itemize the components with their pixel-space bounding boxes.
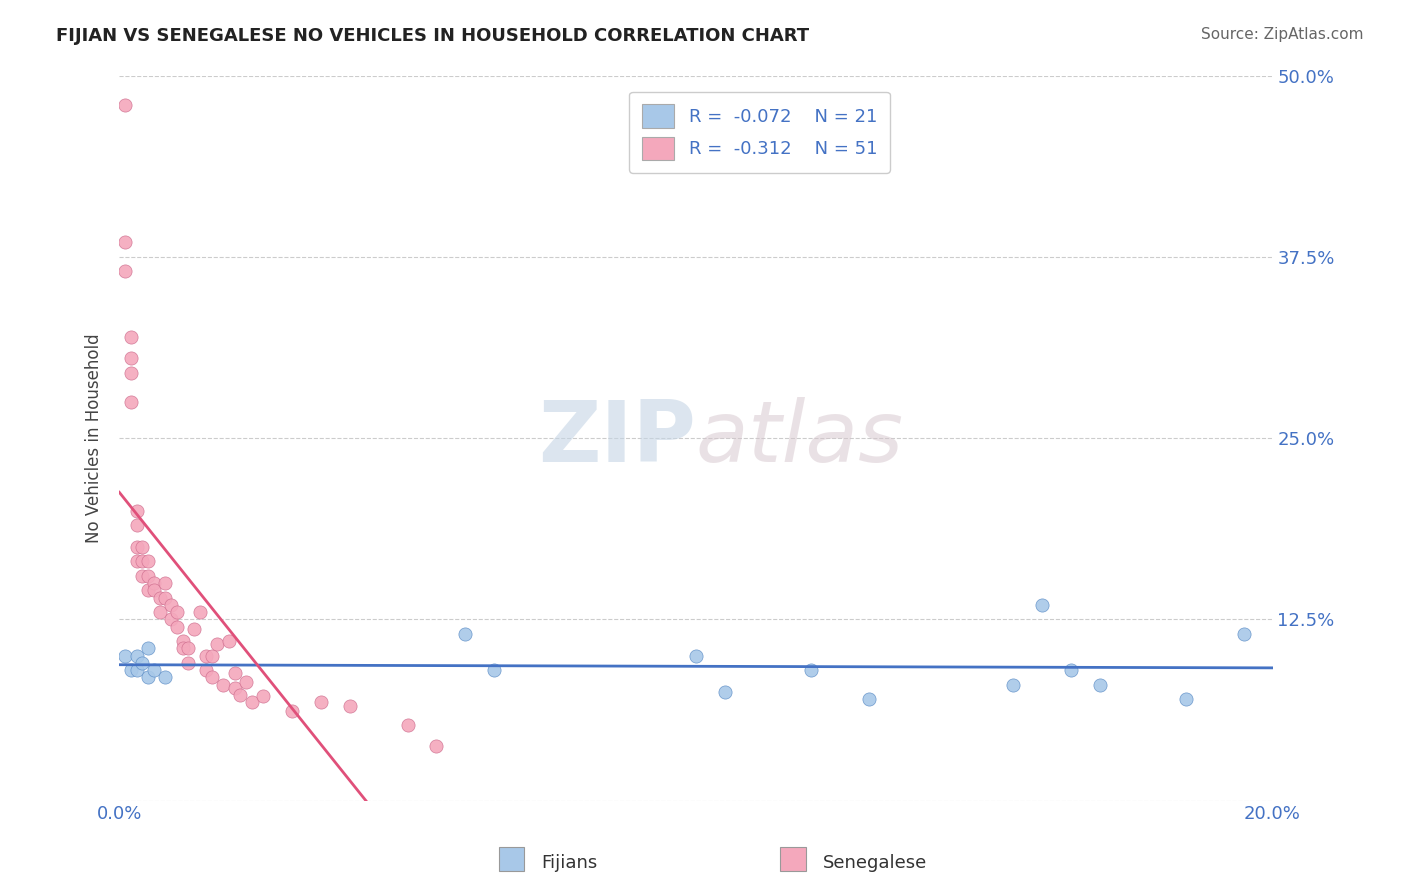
Point <box>858 692 880 706</box>
Point <box>177 641 200 656</box>
Point <box>155 591 177 605</box>
Point <box>252 689 274 703</box>
Point <box>114 264 136 278</box>
Point <box>120 351 142 366</box>
Point <box>120 366 142 380</box>
Point <box>454 627 477 641</box>
Point <box>1002 677 1025 691</box>
Y-axis label: No Vehicles in Household: No Vehicles in Household <box>86 334 103 543</box>
Point <box>120 329 142 343</box>
Point <box>120 394 142 409</box>
Point <box>281 704 304 718</box>
Point <box>166 605 188 619</box>
Point <box>240 695 263 709</box>
Point <box>200 648 222 663</box>
Point <box>212 677 235 691</box>
Text: FIJIAN VS SENEGALESE NO VEHICLES IN HOUSEHOLD CORRELATION CHART: FIJIAN VS SENEGALESE NO VEHICLES IN HOUS… <box>56 27 810 45</box>
Point <box>114 648 136 663</box>
Text: ZIP: ZIP <box>538 397 696 480</box>
Point <box>114 235 136 250</box>
Point <box>188 605 211 619</box>
Point <box>339 699 361 714</box>
Point <box>120 663 142 677</box>
Point <box>125 648 148 663</box>
Point <box>224 665 246 680</box>
Point <box>207 637 229 651</box>
Point <box>1088 677 1111 691</box>
Point <box>131 569 153 583</box>
Point <box>183 623 205 637</box>
Point <box>1031 598 1053 612</box>
Point <box>149 605 172 619</box>
Text: atlas: atlas <box>696 397 904 480</box>
Point <box>235 674 257 689</box>
Point <box>194 648 217 663</box>
Point <box>172 634 194 648</box>
Text: Fijians: Fijians <box>541 855 598 872</box>
Point <box>800 663 823 677</box>
Point <box>125 663 148 677</box>
Point <box>309 695 332 709</box>
Point <box>160 612 183 626</box>
Point <box>155 670 177 684</box>
Point <box>131 554 153 568</box>
Point <box>218 634 240 648</box>
Point <box>136 554 159 568</box>
Point <box>425 739 447 753</box>
Point <box>229 688 252 702</box>
Point <box>1175 692 1198 706</box>
Point <box>136 670 159 684</box>
Point <box>142 583 165 598</box>
Point <box>136 569 159 583</box>
Point <box>131 540 153 554</box>
Point <box>125 518 148 533</box>
Point <box>1060 663 1083 677</box>
Point <box>125 503 148 517</box>
Point <box>142 576 165 591</box>
Point <box>136 583 159 598</box>
Point <box>713 685 735 699</box>
Point <box>160 598 183 612</box>
Point <box>396 718 419 732</box>
Point <box>177 656 200 670</box>
Point <box>200 670 222 684</box>
Point <box>136 641 159 656</box>
Point <box>142 663 165 677</box>
Point <box>166 619 188 633</box>
Legend: R =  -0.072    N = 21, R =  -0.312    N = 51: R = -0.072 N = 21, R = -0.312 N = 51 <box>628 92 890 172</box>
Point <box>482 663 505 677</box>
Point <box>1233 627 1256 641</box>
Point <box>125 554 148 568</box>
Point <box>149 591 172 605</box>
Text: Senegalese: Senegalese <box>823 855 927 872</box>
Point <box>224 681 246 695</box>
Point <box>155 576 177 591</box>
Point <box>125 540 148 554</box>
Point <box>114 97 136 112</box>
Point <box>194 663 217 677</box>
Point <box>172 641 194 656</box>
Point <box>685 648 707 663</box>
Text: Source: ZipAtlas.com: Source: ZipAtlas.com <box>1201 27 1364 42</box>
Point <box>131 656 153 670</box>
